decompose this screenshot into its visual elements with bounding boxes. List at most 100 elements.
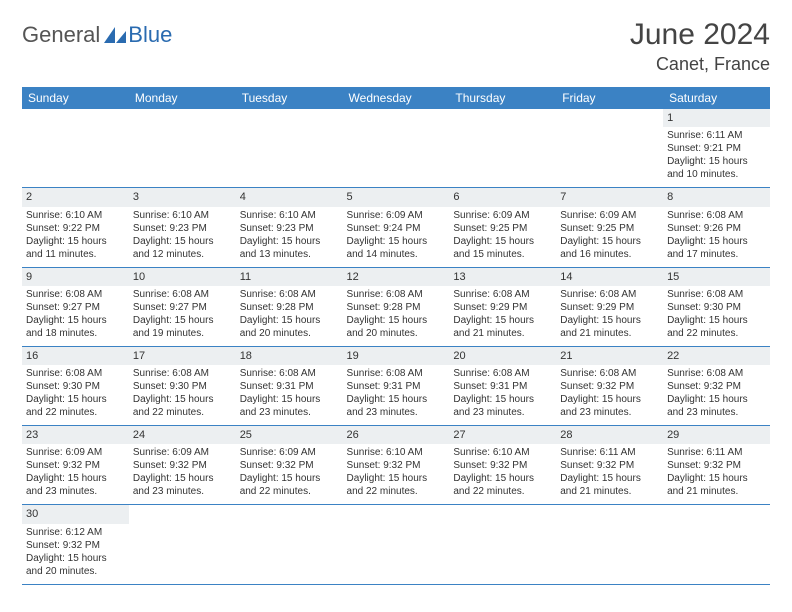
day-cell: 21Sunrise: 6:08 AMSunset: 9:32 PMDayligh… [556,346,663,425]
daylight-text: Daylight: 15 hours [667,155,766,168]
daylight-text: Daylight: 15 hours [560,314,659,327]
logo: General Blue [22,22,172,48]
sunset-text: Sunset: 9:25 PM [453,222,552,235]
day-cell [556,505,663,584]
daylight-text: and 20 minutes. [347,327,446,340]
daylight-text: and 23 minutes. [560,406,659,419]
day-number: 11 [236,268,343,286]
daylight-text: and 23 minutes. [240,406,339,419]
daylight-text: and 20 minutes. [240,327,339,340]
day-number: 12 [343,268,450,286]
page-title: June 2024 [630,18,770,52]
day-cell: 25Sunrise: 6:09 AMSunset: 9:32 PMDayligh… [236,426,343,505]
sunrise-text: Sunrise: 6:12 AM [26,526,125,539]
day-number: 22 [663,347,770,365]
day-cell: 14Sunrise: 6:08 AMSunset: 9:29 PMDayligh… [556,267,663,346]
day-number: 28 [556,426,663,444]
daylight-text: Daylight: 15 hours [347,235,446,248]
daylight-text: Daylight: 15 hours [26,314,125,327]
sunrise-text: Sunrise: 6:11 AM [667,129,766,142]
day-header: Thursday [449,87,556,109]
daylight-text: Daylight: 15 hours [347,314,446,327]
daylight-text: and 21 minutes. [667,485,766,498]
daylight-text: and 22 minutes. [240,485,339,498]
week-row: 16Sunrise: 6:08 AMSunset: 9:30 PMDayligh… [22,346,770,425]
day-cell: 30Sunrise: 6:12 AMSunset: 9:32 PMDayligh… [22,505,129,584]
sunrise-text: Sunrise: 6:08 AM [453,288,552,301]
daylight-text: Daylight: 15 hours [667,472,766,485]
day-cell: 5Sunrise: 6:09 AMSunset: 9:24 PMDaylight… [343,188,450,267]
day-number: 4 [236,188,343,206]
sunrise-text: Sunrise: 6:08 AM [667,288,766,301]
day-header: Friday [556,87,663,109]
sunset-text: Sunset: 9:23 PM [240,222,339,235]
day-number: 30 [22,505,129,523]
daylight-text: Daylight: 15 hours [560,393,659,406]
day-number: 26 [343,426,450,444]
daylight-text: Daylight: 15 hours [133,393,232,406]
day-cell [236,109,343,188]
daylight-text: Daylight: 15 hours [560,235,659,248]
sunset-text: Sunset: 9:32 PM [453,459,552,472]
daylight-text: and 11 minutes. [26,248,125,261]
sunset-text: Sunset: 9:21 PM [667,142,766,155]
day-cell: 9Sunrise: 6:08 AMSunset: 9:27 PMDaylight… [22,267,129,346]
daylight-text: and 19 minutes. [133,327,232,340]
week-row: 2Sunrise: 6:10 AMSunset: 9:22 PMDaylight… [22,188,770,267]
day-cell: 18Sunrise: 6:08 AMSunset: 9:31 PMDayligh… [236,346,343,425]
sunset-text: Sunset: 9:28 PM [347,301,446,314]
sunset-text: Sunset: 9:32 PM [26,459,125,472]
day-cell [343,109,450,188]
week-row: 1Sunrise: 6:11 AMSunset: 9:21 PMDaylight… [22,109,770,188]
daylight-text: Daylight: 15 hours [453,393,552,406]
daylight-text: Daylight: 15 hours [667,235,766,248]
daylight-text: Daylight: 15 hours [347,472,446,485]
sail-icon [104,27,126,43]
daylight-text: and 16 minutes. [560,248,659,261]
day-cell: 28Sunrise: 6:11 AMSunset: 9:32 PMDayligh… [556,426,663,505]
sunrise-text: Sunrise: 6:08 AM [667,367,766,380]
day-cell [449,505,556,584]
daylight-text: and 12 minutes. [133,248,232,261]
day-number: 5 [343,188,450,206]
daylight-text: Daylight: 15 hours [560,472,659,485]
daylight-text: and 23 minutes. [453,406,552,419]
day-number: 17 [129,347,236,365]
day-cell: 19Sunrise: 6:08 AMSunset: 9:31 PMDayligh… [343,346,450,425]
sunset-text: Sunset: 9:27 PM [133,301,232,314]
day-cell: 1Sunrise: 6:11 AMSunset: 9:21 PMDaylight… [663,109,770,188]
sunrise-text: Sunrise: 6:09 AM [240,446,339,459]
daylight-text: Daylight: 15 hours [26,472,125,485]
daylight-text: and 15 minutes. [453,248,552,261]
sunrise-text: Sunrise: 6:10 AM [240,209,339,222]
sunset-text: Sunset: 9:32 PM [667,459,766,472]
week-row: 23Sunrise: 6:09 AMSunset: 9:32 PMDayligh… [22,426,770,505]
daylight-text: and 20 minutes. [26,565,125,578]
daylight-text: Daylight: 15 hours [133,235,232,248]
day-number: 21 [556,347,663,365]
daylight-text: Daylight: 15 hours [667,314,766,327]
daylight-text: and 18 minutes. [26,327,125,340]
daylight-text: Daylight: 15 hours [26,235,125,248]
day-number: 7 [556,188,663,206]
day-header: Tuesday [236,87,343,109]
day-number: 2 [22,188,129,206]
daylight-text: Daylight: 15 hours [133,314,232,327]
sunset-text: Sunset: 9:26 PM [667,222,766,235]
sunrise-text: Sunrise: 6:08 AM [133,288,232,301]
day-cell: 7Sunrise: 6:09 AMSunset: 9:25 PMDaylight… [556,188,663,267]
day-cell: 6Sunrise: 6:09 AMSunset: 9:25 PMDaylight… [449,188,556,267]
sunset-text: Sunset: 9:32 PM [240,459,339,472]
day-number: 27 [449,426,556,444]
daylight-text: Daylight: 15 hours [240,393,339,406]
day-number: 10 [129,268,236,286]
daylight-text: and 23 minutes. [347,406,446,419]
daylight-text: Daylight: 15 hours [453,314,552,327]
day-header: Sunday [22,87,129,109]
sunrise-text: Sunrise: 6:09 AM [347,209,446,222]
day-cell: 24Sunrise: 6:09 AMSunset: 9:32 PMDayligh… [129,426,236,505]
day-cell: 8Sunrise: 6:08 AMSunset: 9:26 PMDaylight… [663,188,770,267]
sunset-text: Sunset: 9:30 PM [133,380,232,393]
day-header: Saturday [663,87,770,109]
sunset-text: Sunset: 9:30 PM [667,301,766,314]
